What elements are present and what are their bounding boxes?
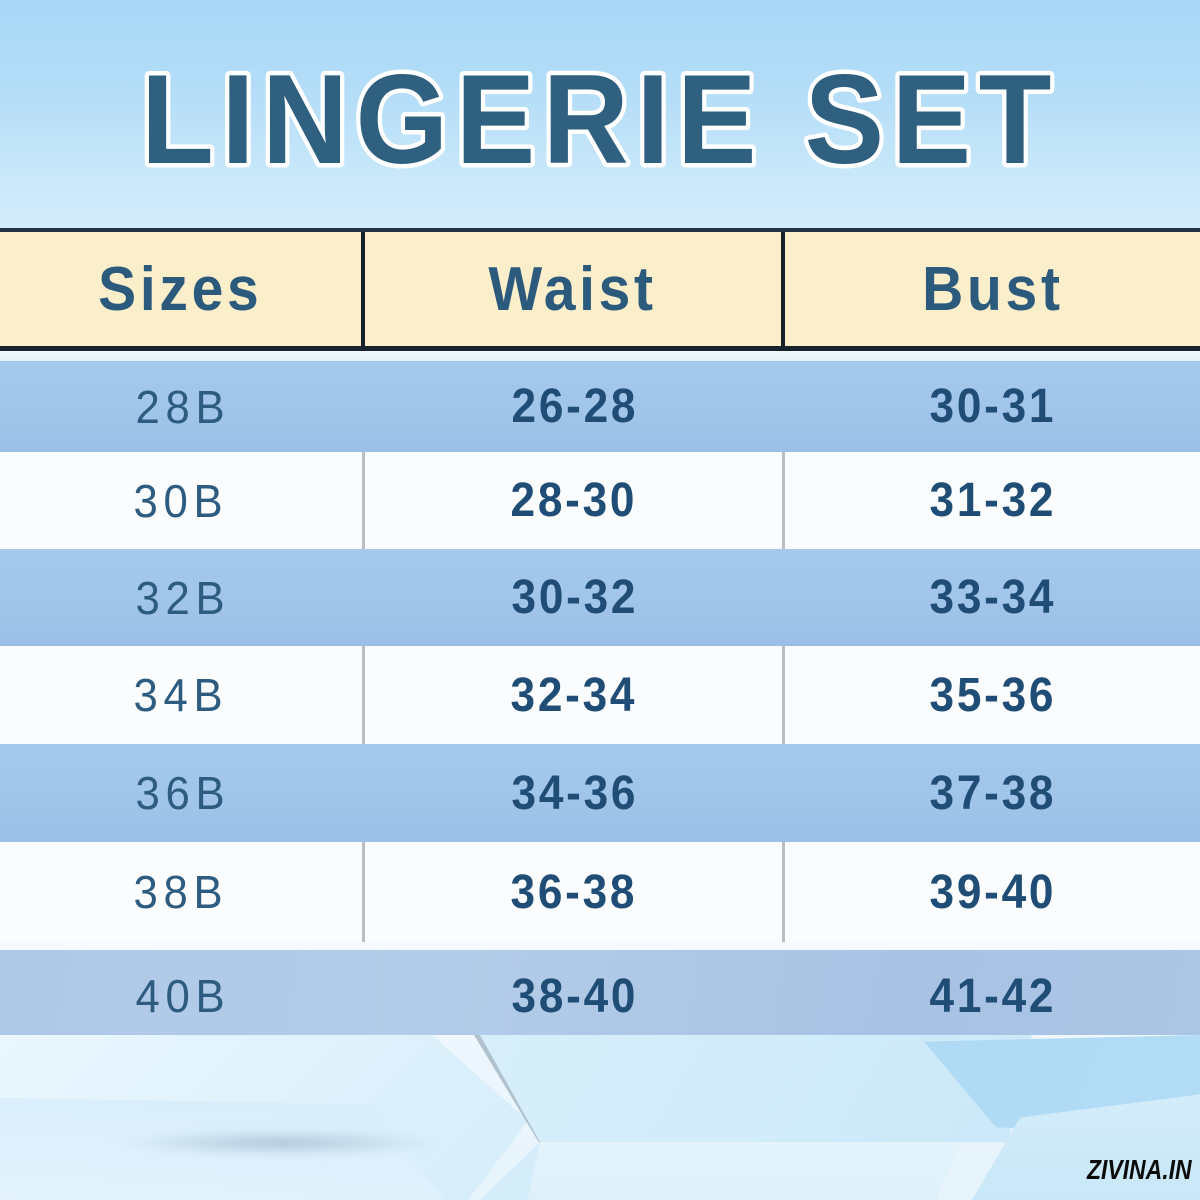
table-row: 28B 26-28 30-31	[0, 361, 1200, 452]
title-art: LINGERIE SET	[137, 44, 1059, 195]
row-gap	[0, 942, 1200, 950]
header-gap	[0, 351, 1200, 361]
waist-value: 28-30	[510, 474, 637, 527]
bust-value: 39-40	[929, 865, 1056, 919]
table-row: 32B 30-32 33-34	[0, 549, 1200, 646]
bust-value: 41-42	[929, 969, 1056, 1023]
size-value: 36B	[135, 767, 230, 819]
decorative-footer-background: ZIVINA.IN	[0, 1035, 1200, 1200]
size-chart-table: Sizes Waist Bust 28B 26-28 30-31 30B 28-…	[0, 228, 1200, 1042]
header-label-sizes: Sizes	[98, 254, 263, 324]
waist-value: 36-38	[510, 865, 637, 919]
waist-value: 32-34	[510, 668, 637, 722]
soft-shadow	[120, 1130, 440, 1156]
size-value: 32B	[135, 571, 230, 624]
header-label-waist: Waist	[488, 254, 658, 324]
table-row: 36B 34-36 37-38	[0, 744, 1200, 842]
bust-value: 30-31	[929, 380, 1056, 433]
hexagon-shape-bottom-middle	[528, 1143, 960, 1200]
table-header-row: Sizes Waist Bust	[0, 228, 1200, 351]
bust-value: 37-38	[929, 766, 1056, 820]
bust-value: 33-34	[929, 571, 1056, 624]
title-banner: LINGERIE SET	[0, 0, 1200, 228]
waist-value: 26-28	[511, 380, 639, 433]
bust-value: 35-36	[929, 668, 1056, 722]
header-cell-bust: Bust	[785, 232, 1200, 346]
watermark-text: ZIVINA.IN	[1087, 1154, 1192, 1185]
header-cell-sizes: Sizes	[0, 232, 365, 346]
waist-value: 30-32	[511, 571, 639, 624]
size-value: 38B	[133, 866, 229, 918]
size-value: 30B	[133, 474, 229, 527]
table-row: 34B 32-34 35-36	[0, 646, 1200, 744]
page-title: LINGERIE SET	[141, 48, 1059, 190]
table-row: 40B 38-40 41-42	[0, 950, 1200, 1042]
waist-value: 34-36	[511, 766, 639, 820]
header-label-bust: Bust	[921, 254, 1064, 324]
size-value: 34B	[133, 669, 229, 721]
size-value: 40B	[135, 970, 230, 1022]
waist-value: 38-40	[511, 969, 639, 1023]
bust-value: 31-32	[929, 474, 1056, 527]
size-value: 28B	[135, 380, 230, 433]
table-row: 38B 36-38 39-40	[0, 842, 1200, 942]
table-row: 30B 28-30 31-32	[0, 452, 1200, 549]
header-cell-waist: Waist	[365, 232, 785, 346]
